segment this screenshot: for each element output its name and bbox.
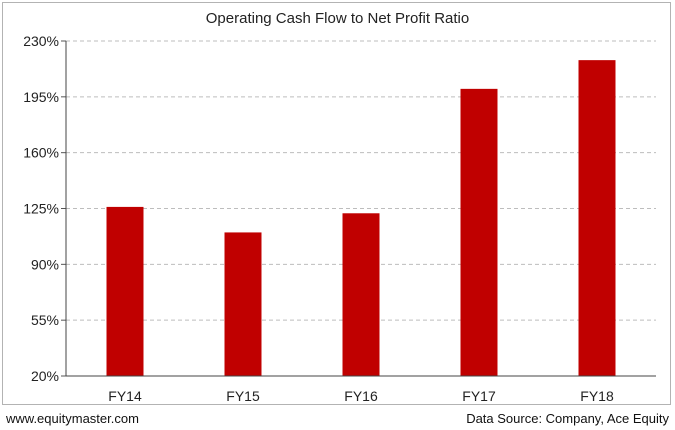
y-tick-label: 230% [23, 33, 59, 49]
x-axis-ticks: FY14 FY15 FY16 FY17 FY18 [108, 388, 614, 404]
bar-fy14 [106, 206, 144, 376]
y-tick-label: 55% [31, 312, 59, 328]
y-tick-label: 125% [23, 201, 59, 217]
y-tick-label: 90% [31, 256, 59, 272]
bar-fy16 [342, 213, 380, 376]
data-source-label: Data Source: Company, Ace Equity [466, 411, 669, 426]
x-tick-label: FY17 [462, 388, 496, 404]
y-tick-label: 160% [23, 145, 59, 161]
bar-fy15 [224, 232, 262, 376]
bar-fy17 [460, 88, 498, 376]
bar-fy18 [578, 60, 616, 377]
bar-chart: 20%55%90%125%160%195%230% FY14 FY15 FY16 FY… [23, 33, 656, 404]
bars [106, 60, 616, 377]
x-tick-label: FY14 [108, 388, 142, 404]
x-tick-label: FY18 [580, 388, 614, 404]
y-tick-label: 195% [23, 89, 59, 105]
x-tick-label: FY16 [344, 388, 378, 404]
chart-title: Operating Cash Flow to Net Profit Ratio [205, 10, 470, 27]
x-tick-label: FY15 [226, 388, 260, 404]
y-axis-ticks: 20% 55% 90% 125% 160% 195% 230% [23, 33, 66, 384]
y-tick-label: 20% [31, 368, 59, 384]
website-label: www.equitymaster.com [6, 411, 139, 426]
